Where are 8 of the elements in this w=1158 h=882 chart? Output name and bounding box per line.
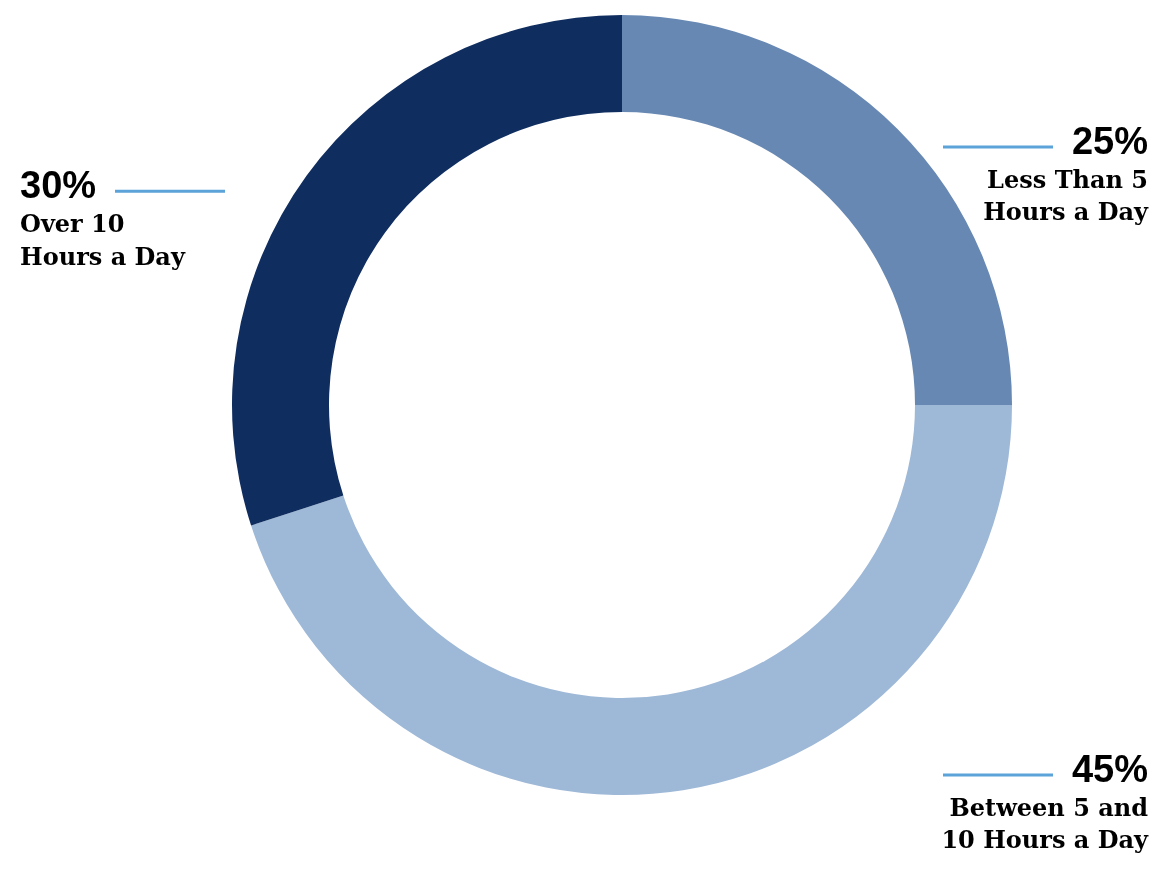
donut-slice bbox=[251, 405, 1012, 795]
donut-slice bbox=[232, 15, 622, 526]
slice-label: Over 10 Hours a Day bbox=[20, 209, 186, 271]
data-label: 45% bbox=[1071, 747, 1148, 790]
slice-label: Between 5 and 10 Hours a Day bbox=[941, 792, 1150, 855]
data-label: 30% bbox=[20, 164, 97, 207]
slice-label: Less Than 5 Hours a Day bbox=[983, 165, 1150, 227]
data-label: 25% bbox=[1071, 120, 1148, 163]
